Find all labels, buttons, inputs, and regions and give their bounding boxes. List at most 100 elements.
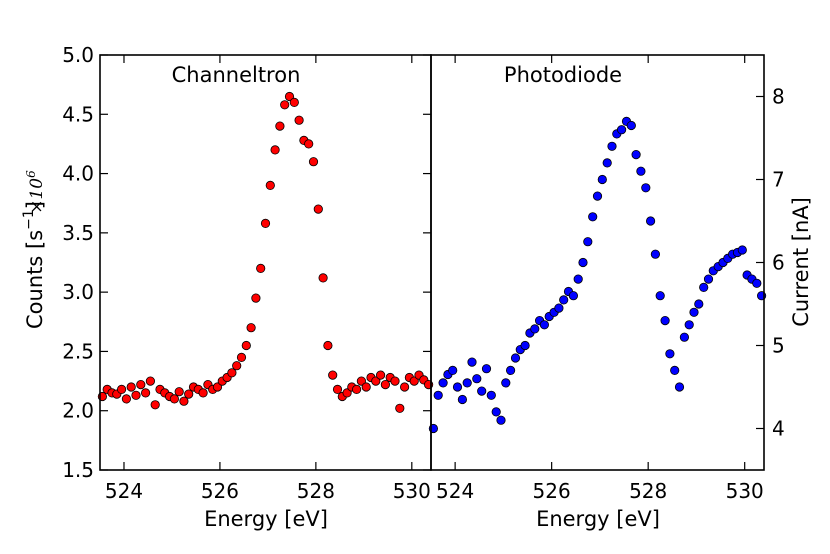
channeltron-y-tick-label: 3.5	[62, 221, 94, 245]
channeltron-data-point	[280, 100, 290, 110]
photodiode-data-point	[602, 158, 612, 168]
photodiode-data-point	[674, 382, 685, 392]
photodiode-data-point	[530, 324, 540, 334]
channeltron-data-point	[361, 382, 371, 392]
scale-prefix: ×10	[27, 178, 47, 214]
photodiode-data-point	[607, 141, 617, 151]
photodiode-data-point	[650, 249, 661, 259]
photodiode-data-point	[496, 415, 506, 425]
channeltron-x-tick-label: 528	[297, 479, 335, 503]
photodiode-points	[428, 116, 767, 434]
channeltron-frame	[99, 54, 432, 471]
photodiode-data-point	[684, 320, 694, 330]
photodiode-data-point	[457, 394, 467, 405]
channeltron-data-point	[246, 323, 256, 333]
channeltron-data-point	[351, 384, 362, 394]
photodiode-data-point	[679, 332, 690, 342]
y-label-end: ]	[23, 201, 47, 209]
channeltron-y-tick-label: 1.5	[62, 458, 94, 482]
channeltron-data-point	[328, 370, 338, 380]
channeltron-y-tick-label: 2.0	[62, 399, 94, 423]
photodiode-data-point	[655, 291, 665, 301]
photodiode-data-point	[636, 166, 646, 176]
channeltron-data-point	[169, 394, 179, 404]
channeltron-data-point	[342, 388, 352, 398]
channeltron-data-point	[265, 180, 275, 190]
photodiode-data-point	[433, 390, 443, 400]
channeltron-data-point	[356, 376, 366, 386]
photodiode-x-tick-label: 528	[629, 479, 667, 503]
photodiode-data-point	[573, 274, 583, 284]
photodiode-data-point	[452, 382, 463, 392]
channeltron-data-point	[332, 384, 343, 394]
channeltron-x-axis-label: Energy [eV]	[204, 507, 328, 531]
photodiode-x-axis-label: Energy [eV]	[536, 507, 660, 531]
photodiode-frame	[430, 54, 765, 471]
photodiode-data-point	[559, 295, 569, 305]
channeltron-data-point	[289, 97, 299, 108]
scale-factor-group: ×106	[24, 170, 47, 214]
channeltron-x-tick-label: 530	[393, 479, 431, 503]
channeltron-data-point	[232, 361, 242, 371]
photodiode-y-tick-label: 8	[772, 85, 785, 109]
channeltron-panel: 524 526 528 530 1.5 2.0 2.5 3.0 3.5 4.0 4.5 5.0 Cha…	[21, 43, 434, 531]
channeltron-data-point	[251, 293, 261, 303]
channeltron-data-point	[380, 379, 390, 390]
photodiode-y-tick-label: 4	[772, 417, 785, 441]
photodiode-y-tick-label: 7	[772, 168, 785, 192]
channeltron-data-point	[145, 376, 155, 386]
photodiode-data-point	[703, 274, 714, 284]
channeltron-y-tick-label: 3.0	[62, 280, 94, 304]
channeltron-data-point	[270, 145, 280, 155]
photodiode-data-point	[462, 378, 472, 388]
photodiode-data-point	[592, 191, 603, 201]
photodiode-data-point	[689, 307, 699, 317]
channeltron-data-point	[375, 370, 386, 380]
channeltron-data-point	[318, 273, 328, 283]
photodiode-data-point	[477, 386, 487, 396]
channeltron-data-point	[141, 388, 151, 398]
photodiode-y-axis-label-group: Current [nA]	[789, 197, 813, 327]
channeltron-x-tick-label: 524	[105, 479, 143, 503]
channeltron-data-point	[313, 204, 323, 214]
channeltron-data-point	[131, 390, 141, 400]
photodiode-x-tick-label: 526	[533, 479, 571, 503]
channeltron-ticks: 524 526 528 530 1.5 2.0 2.5 3.0 3.5 4.0 4.5 5.0	[62, 43, 431, 503]
channeltron-x-tick-label: 526	[201, 479, 239, 503]
photodiode-data-point	[501, 378, 511, 388]
photodiode-data-point	[660, 315, 670, 326]
channeltron-y-tick-label: 2.5	[62, 339, 94, 363]
channeltron-data-point	[308, 157, 319, 167]
channeltron-y-axis-label: Counts [s−1]	[21, 201, 47, 329]
photodiode-data-point	[694, 299, 704, 309]
photodiode-data-point	[448, 365, 458, 375]
photodiode-data-point	[752, 278, 762, 288]
photodiode-data-point	[481, 364, 492, 374]
photodiode-data-point	[578, 257, 588, 268]
photodiode-data-point	[505, 365, 516, 375]
photodiode-data-point	[486, 390, 496, 400]
photodiode-data-point	[554, 303, 564, 313]
channeltron-y-tick-label: 4.5	[62, 102, 94, 126]
channeltron-data-point	[284, 91, 295, 102]
channeltron-data-point	[126, 382, 136, 392]
channeltron-y-axis-label-group: Counts [s−1]	[21, 201, 47, 329]
photodiode-data-point	[539, 320, 550, 330]
channeltron-data-point	[275, 121, 285, 131]
channeltron-data-point	[236, 352, 247, 362]
channeltron-data-point	[323, 340, 333, 351]
channeltron-points	[97, 91, 434, 413]
channeltron-data-point	[136, 379, 146, 390]
photodiode-data-point	[568, 291, 579, 301]
photodiode-data-point	[583, 237, 593, 247]
channeltron-data-point	[371, 376, 381, 386]
photodiode-y-tick-label: 5	[772, 334, 785, 358]
photodiode-data-point	[641, 183, 651, 193]
channeltron-data-point	[304, 139, 314, 149]
scale-factor-label: ×106	[24, 170, 47, 214]
channeltron-data-point	[227, 368, 237, 378]
photodiode-data-point	[616, 125, 627, 135]
channeltron-data-point	[212, 382, 223, 392]
photodiode-x-tick-label: 524	[436, 479, 474, 503]
